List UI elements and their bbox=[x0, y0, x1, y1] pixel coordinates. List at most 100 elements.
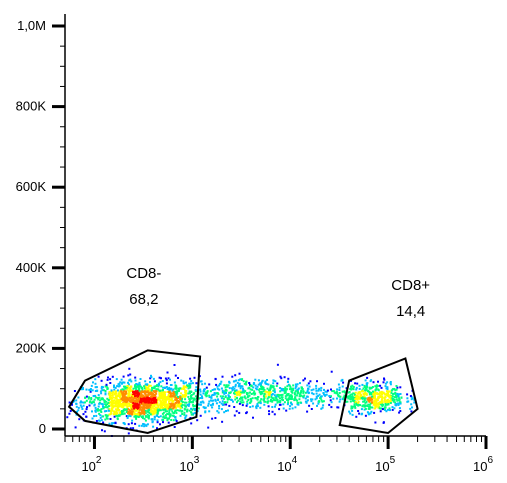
scatter-point bbox=[124, 386, 127, 388]
scatter-point bbox=[354, 382, 357, 385]
scatter-point bbox=[102, 405, 104, 408]
scatter-point bbox=[250, 385, 253, 388]
scatter-point bbox=[190, 394, 193, 397]
scatter-point bbox=[193, 398, 196, 401]
scatter-point bbox=[280, 387, 283, 390]
scatter-point bbox=[221, 400, 224, 403]
scatter-point bbox=[172, 391, 175, 394]
scatter-point bbox=[363, 404, 366, 407]
scatter-point bbox=[271, 393, 274, 395]
scatter-point bbox=[95, 414, 98, 417]
scatter-point bbox=[171, 389, 174, 392]
scatter-point bbox=[232, 400, 234, 403]
scatter-point bbox=[183, 413, 186, 416]
scatter-point bbox=[397, 404, 400, 406]
scatter-point bbox=[230, 399, 233, 401]
scatter-point bbox=[68, 412, 71, 415]
scatter-point bbox=[164, 395, 166, 398]
x-tick-exponent: 2 bbox=[96, 455, 102, 466]
scatter-point bbox=[312, 402, 315, 405]
scatter-point bbox=[256, 405, 259, 408]
scatter-point bbox=[204, 392, 207, 395]
scatter-point bbox=[187, 395, 190, 398]
scatter-point bbox=[127, 381, 129, 384]
scatter-point bbox=[130, 405, 133, 408]
scatter-point bbox=[358, 412, 361, 415]
scatter-point bbox=[81, 408, 84, 410]
scatter-point bbox=[133, 407, 136, 410]
scatter-point bbox=[159, 403, 162, 406]
scatter-point bbox=[272, 389, 275, 392]
scatter-point bbox=[410, 398, 413, 401]
scatter-point bbox=[243, 382, 246, 385]
scatter-point bbox=[285, 394, 288, 397]
scatter-point bbox=[323, 388, 325, 391]
scatter-point bbox=[139, 394, 142, 397]
scatter-point bbox=[243, 391, 246, 394]
scatter-point bbox=[178, 388, 181, 391]
scatter-point bbox=[144, 380, 147, 383]
scatter-point bbox=[143, 411, 146, 414]
scatter-point bbox=[155, 407, 158, 410]
scatter-point bbox=[120, 403, 122, 406]
scatter-point bbox=[295, 385, 298, 388]
scatter-point bbox=[191, 408, 194, 411]
scatter-point bbox=[353, 405, 356, 408]
scatter-point bbox=[114, 404, 117, 407]
scatter-point bbox=[192, 405, 195, 408]
scatter-point bbox=[237, 379, 240, 382]
scatter-point bbox=[94, 386, 97, 389]
scatter-point bbox=[111, 408, 114, 411]
scatter-point bbox=[349, 412, 352, 415]
scatter-point bbox=[185, 401, 188, 404]
scatter-point bbox=[351, 396, 354, 399]
scatter-point bbox=[276, 363, 279, 366]
scatter-point bbox=[207, 426, 210, 429]
scatter-point bbox=[147, 395, 150, 398]
scatter-point bbox=[221, 420, 224, 423]
scatter-point bbox=[310, 398, 312, 401]
scatter-point bbox=[389, 398, 392, 401]
scatter-point bbox=[128, 391, 131, 394]
scatter-point bbox=[363, 408, 366, 411]
scatter-point bbox=[188, 403, 191, 406]
scatter-point bbox=[369, 402, 372, 405]
scatter-point bbox=[192, 393, 195, 396]
scatter-point bbox=[315, 384, 318, 387]
scatter-point bbox=[256, 385, 259, 388]
scatter-point bbox=[169, 413, 172, 416]
scatter-point bbox=[82, 388, 84, 391]
scatter-point bbox=[125, 415, 128, 418]
scatter-point bbox=[227, 409, 229, 412]
scatter-point bbox=[305, 401, 308, 404]
scatter-point bbox=[145, 388, 148, 391]
scatter-point bbox=[406, 393, 409, 396]
scatter-point bbox=[95, 386, 98, 389]
scatter-point bbox=[100, 387, 103, 390]
scatter-point bbox=[315, 389, 318, 392]
scatter-point bbox=[274, 380, 277, 383]
scatter-point bbox=[357, 403, 360, 406]
scatter-point bbox=[186, 408, 189, 411]
scatter-point bbox=[228, 398, 230, 401]
scatter-point bbox=[90, 398, 93, 401]
scatter-point bbox=[82, 401, 85, 404]
scatter-point bbox=[116, 408, 119, 410]
scatter-point bbox=[320, 395, 323, 398]
scatter-point bbox=[260, 385, 262, 388]
gate-polygon[interactable] bbox=[67, 349, 202, 435]
scatter-point bbox=[331, 390, 334, 393]
scatter-point bbox=[372, 397, 374, 400]
scatter-point bbox=[246, 396, 249, 399]
scatter-point bbox=[165, 379, 168, 382]
scatter-point bbox=[341, 378, 344, 381]
scatter-point bbox=[140, 393, 143, 396]
scatter-point bbox=[115, 402, 117, 405]
scatter-point bbox=[110, 392, 113, 395]
scatter-point bbox=[119, 393, 122, 396]
scatter-point bbox=[156, 400, 159, 403]
gate-polygon[interactable] bbox=[338, 357, 419, 435]
scatter-point bbox=[125, 398, 128, 401]
scatter-point bbox=[196, 419, 199, 422]
scatter-point bbox=[399, 410, 402, 412]
